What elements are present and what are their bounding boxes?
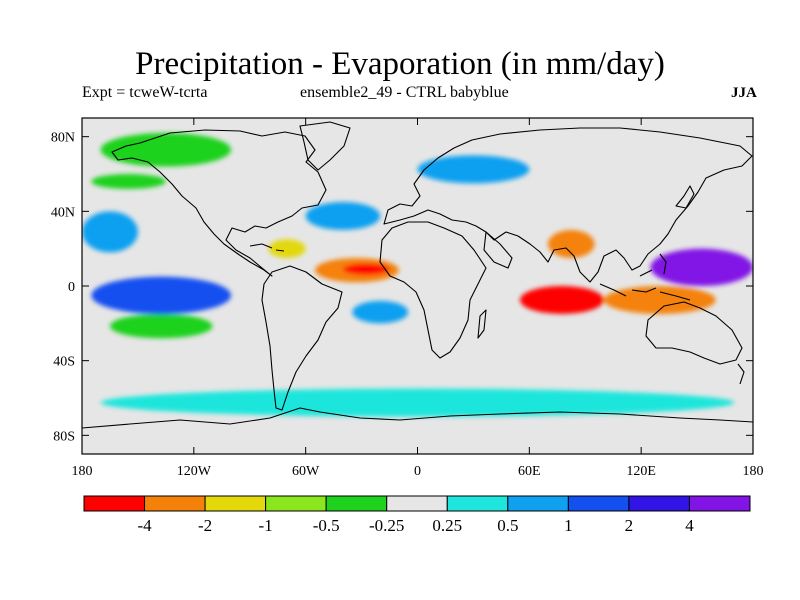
coast-philippines bbox=[659, 253, 667, 275]
colorbar-swatch bbox=[446, 495, 509, 512]
y-tick-label: 80S bbox=[53, 429, 75, 444]
field-region-indian-ocean-strong-neg bbox=[520, 286, 604, 314]
field-region-india-neg bbox=[547, 230, 595, 258]
x-tick-label: 180 bbox=[743, 464, 764, 479]
field-region-s-pacific-neg bbox=[109, 314, 213, 339]
coast-africa bbox=[379, 221, 487, 359]
coast-eurasia bbox=[383, 127, 753, 283]
field-region-trop-atlantic-strong-neg bbox=[342, 263, 390, 275]
coast-indonesia bbox=[599, 269, 691, 301]
coast-arabia bbox=[483, 231, 513, 269]
axes: 180 120W 60W 0 60E 120E 180 80N 40N 0 40S 80S bbox=[51, 118, 764, 479]
colorbar-label: 0.5 bbox=[497, 516, 518, 535]
y-tick-label: 40S bbox=[53, 355, 75, 370]
field-region-caribbean-neg bbox=[268, 239, 306, 258]
coast-new-zealand bbox=[737, 363, 745, 385]
coastlines bbox=[82, 121, 753, 429]
colorbar-label: -0.5 bbox=[313, 516, 340, 535]
field-region-southern-ocean-pos bbox=[100, 388, 735, 417]
colorbar-swatch bbox=[386, 495, 448, 512]
colorbar-swatch bbox=[567, 495, 630, 512]
colorbar-swatch bbox=[144, 495, 206, 512]
field-region-s-atlantic-pos bbox=[352, 300, 409, 324]
coast-caribbean bbox=[249, 243, 285, 252]
colorbar: -4 -2 -1 -0.5 -0.25 0.25 0.5 1 2 4 bbox=[83, 495, 751, 535]
colorbar-swatch bbox=[688, 495, 751, 512]
coast-greenland bbox=[299, 121, 351, 171]
y-tick-label: 0 bbox=[68, 280, 75, 295]
colorbar-swatch bbox=[204, 495, 267, 512]
colorbar-label: 1 bbox=[564, 516, 573, 535]
x-tick-label: 0 bbox=[414, 464, 421, 479]
colorbar-label: -1 bbox=[259, 516, 273, 535]
field-region-arctic-positive bbox=[100, 132, 232, 167]
coast-south-america bbox=[261, 265, 343, 411]
y-tick-label: 40N bbox=[51, 205, 75, 220]
coast-japan bbox=[675, 185, 695, 209]
colorbar-swatch bbox=[83, 495, 146, 512]
colorbar-swatch bbox=[265, 495, 327, 512]
coast-madagascar bbox=[477, 309, 487, 339]
y-tick-label: 80N bbox=[51, 131, 75, 146]
field-region-e-pacific-strong-pos bbox=[91, 276, 232, 315]
ensemble-label: ensemble2_49 - CTRL babyblue bbox=[300, 84, 509, 101]
x-tick-label: 180 bbox=[72, 464, 93, 479]
field-layer bbox=[82, 118, 753, 454]
coast-antarctica bbox=[82, 407, 753, 429]
field-region-w-pacific-strong-pos bbox=[650, 248, 753, 286]
field-region-maritime-continent-neg bbox=[603, 286, 716, 314]
coast-australia bbox=[645, 301, 743, 365]
colorbar-label: 0.25 bbox=[432, 516, 462, 535]
colorbar-swatch bbox=[507, 495, 569, 512]
experiment-label: Expt = tcweW-tcrta bbox=[82, 84, 208, 101]
field-region-n-pacific-neg bbox=[91, 174, 166, 189]
colorbar-label: -2 bbox=[198, 516, 212, 535]
field-region-ne-pacific-pos bbox=[82, 211, 138, 253]
x-tick-label: 120E bbox=[626, 464, 656, 479]
season-label: JJA bbox=[731, 85, 757, 101]
chart-title: Precipitation - Evaporation (in mm/day) bbox=[135, 46, 665, 82]
field-region-europe-pos bbox=[417, 155, 530, 184]
x-tick-label: 120W bbox=[177, 464, 212, 479]
colorbar-swatch bbox=[325, 495, 388, 512]
colorbar-swatch bbox=[628, 495, 690, 512]
colorbar-label: -0.25 bbox=[369, 516, 404, 535]
colorbar-label: -4 bbox=[137, 516, 152, 535]
x-tick-label: 60E bbox=[518, 464, 541, 479]
field-region-n-atlantic-pos bbox=[305, 202, 381, 230]
coast-north-america bbox=[111, 129, 327, 277]
colorbar-label: 2 bbox=[625, 516, 634, 535]
colorbar-label: 4 bbox=[685, 516, 694, 535]
x-tick-label: 60W bbox=[292, 464, 320, 479]
